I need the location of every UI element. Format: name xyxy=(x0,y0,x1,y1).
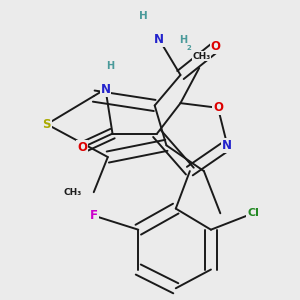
Text: F: F xyxy=(90,209,98,222)
Text: N: N xyxy=(222,139,232,152)
Text: O: O xyxy=(213,101,223,114)
Text: O: O xyxy=(77,141,87,154)
Text: 2: 2 xyxy=(187,45,191,51)
Text: CH₃: CH₃ xyxy=(64,188,82,197)
Text: S: S xyxy=(43,118,51,131)
Text: N: N xyxy=(154,33,164,46)
Text: Cl: Cl xyxy=(247,208,259,218)
Text: N: N xyxy=(100,82,110,96)
Text: CH₃: CH₃ xyxy=(192,52,211,61)
Text: H: H xyxy=(139,11,147,21)
Text: H: H xyxy=(179,35,187,45)
Text: H: H xyxy=(106,61,114,70)
Text: O: O xyxy=(211,40,220,53)
